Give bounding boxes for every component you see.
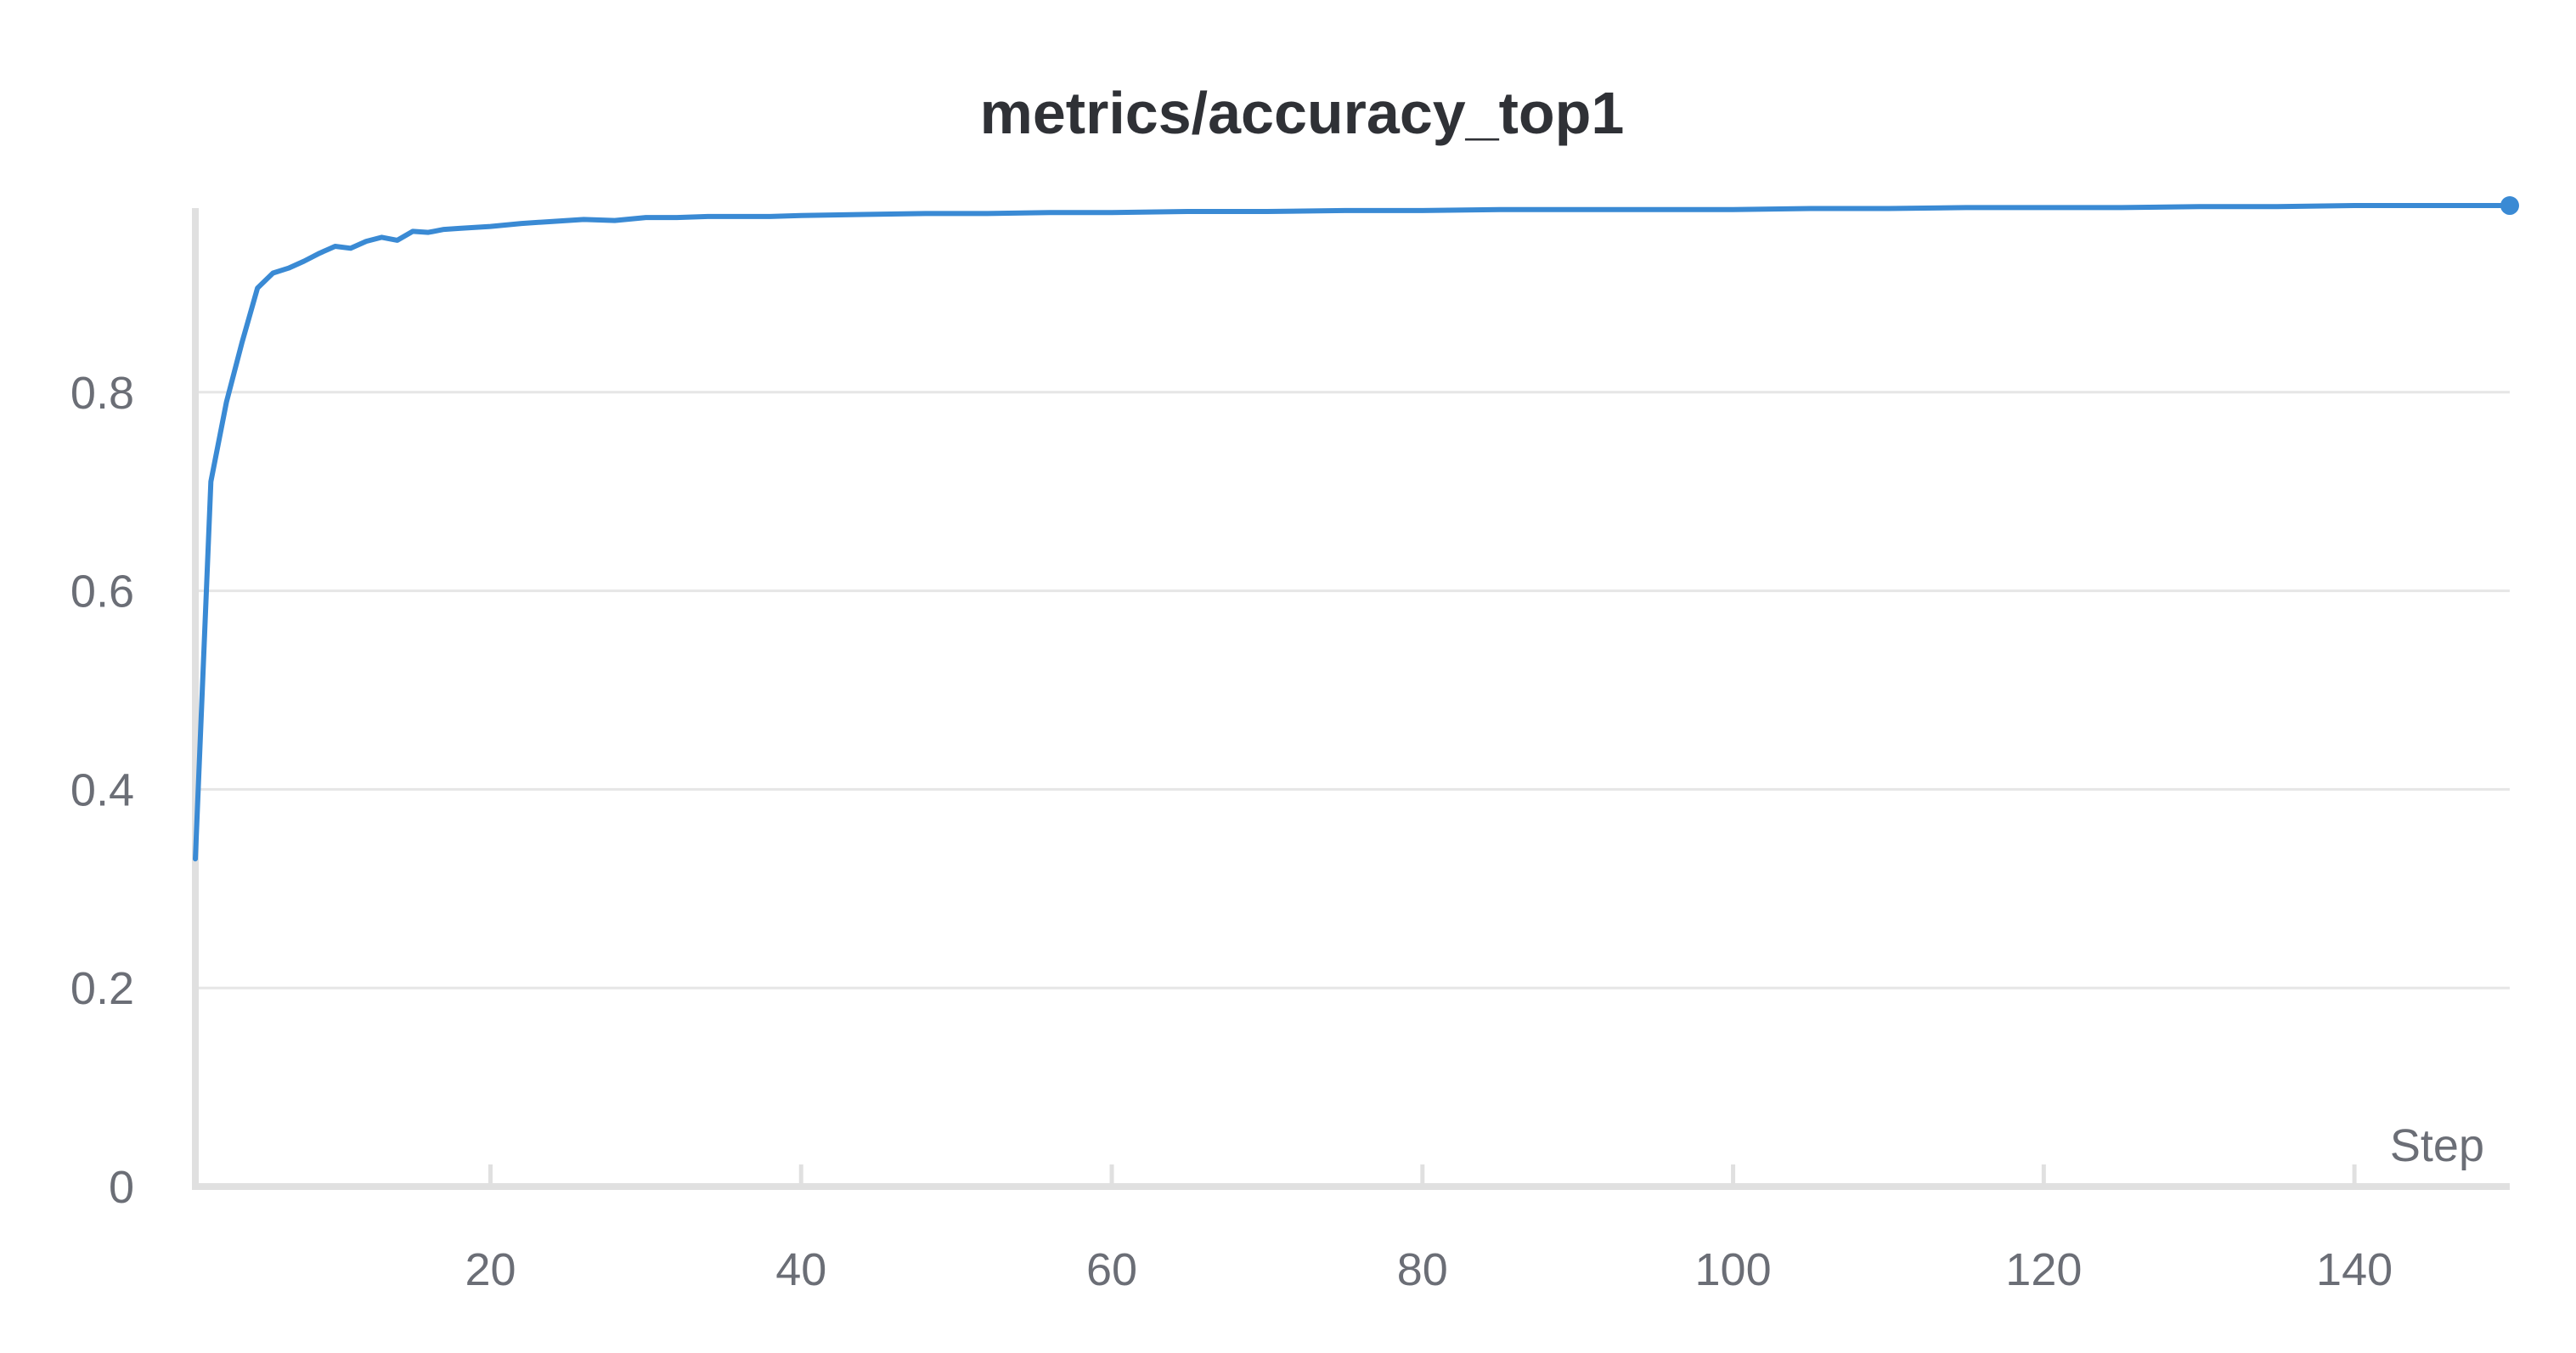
chart-title: metrics/accuracy_top1	[980, 80, 1625, 146]
x-tick-labels: 20 40 60 80 100 120 140	[465, 1244, 2393, 1295]
x-tick-label: 60	[1086, 1244, 1137, 1295]
y-tick-label: 0	[109, 1162, 134, 1213]
y-tick-label: 0.4	[70, 764, 134, 815]
axes	[192, 208, 2510, 1190]
x-tick-label: 40	[775, 1244, 826, 1295]
x-tick-label: 80	[1397, 1244, 1448, 1295]
y-tick-label: 0.8	[70, 368, 134, 419]
y-tick-label: 0.2	[70, 963, 134, 1014]
x-tick-label: 20	[465, 1244, 516, 1295]
series-end-point	[2500, 196, 2519, 216]
gridlines	[195, 391, 2510, 989]
series-group	[193, 196, 2519, 862]
y-tick-labels: 0 0.2 0.4 0.6 0.8	[70, 368, 134, 1213]
y-tick-label: 0.6	[70, 567, 134, 617]
series-line	[193, 203, 2512, 862]
x-axis-title: Step	[2390, 1120, 2484, 1171]
x-tick-label: 100	[1695, 1244, 1772, 1295]
x-tick-label: 140	[2316, 1244, 2393, 1295]
x-tick-label: 120	[2005, 1244, 2082, 1295]
